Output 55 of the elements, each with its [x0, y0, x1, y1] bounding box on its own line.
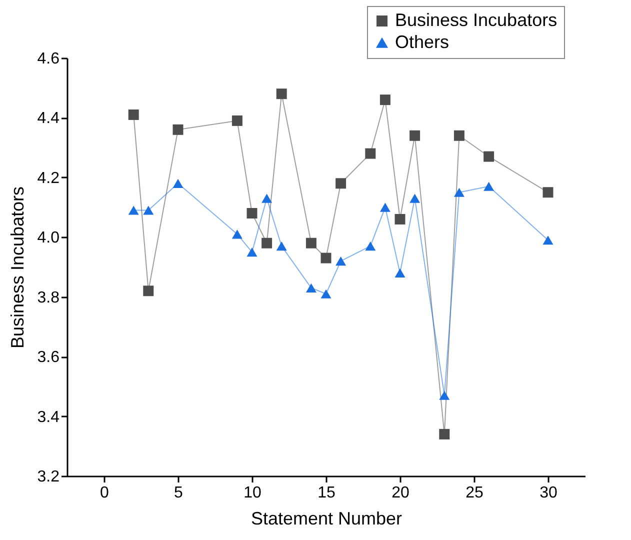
point — [246, 208, 258, 218]
point — [246, 248, 258, 257]
point — [276, 88, 287, 100]
point — [172, 124, 184, 135]
point — [542, 187, 554, 198]
y-tick-label: 3.4 — [37, 408, 60, 426]
legend-label: Business Incubators — [395, 10, 558, 30]
x-tick-label: 5 — [174, 484, 184, 502]
y-tick-label: 3.8 — [37, 289, 60, 306]
point — [542, 236, 554, 245]
y-tick-label: 4.4 — [37, 110, 60, 128]
y-tick-label: 3.6 — [37, 349, 60, 366]
point — [262, 194, 272, 203]
x-tick-label: 0 — [100, 484, 110, 502]
y-tick-label: 4.0 — [37, 230, 60, 247]
point — [306, 238, 316, 248]
y-axis-title: Business Incubators — [7, 186, 28, 349]
point — [262, 238, 272, 248]
y-tick-label: 4.2 — [37, 170, 60, 187]
point — [454, 188, 464, 197]
point — [394, 214, 406, 224]
point — [410, 194, 420, 203]
point — [394, 268, 406, 278]
point — [365, 148, 376, 159]
x-tick-label: 10 — [244, 484, 262, 502]
point — [365, 242, 376, 251]
point — [454, 130, 464, 141]
point — [484, 182, 494, 191]
point — [439, 428, 450, 440]
point — [232, 230, 242, 239]
point — [143, 286, 154, 296]
point — [336, 178, 346, 189]
x-tick-label: 15 — [318, 484, 336, 502]
point — [143, 206, 154, 215]
point — [484, 151, 494, 162]
y-tick-label: 4.6 — [37, 50, 60, 68]
point — [380, 202, 390, 212]
point — [336, 256, 346, 266]
point — [128, 109, 139, 120]
point — [128, 206, 139, 215]
point — [320, 252, 332, 264]
y-tick-label: 3.2 — [37, 468, 60, 486]
point — [232, 115, 242, 126]
point — [439, 390, 450, 400]
point — [320, 289, 332, 298]
x-tick-label: 25 — [466, 484, 484, 502]
x-axis-title: Statement Number — [250, 508, 402, 528]
point — [306, 283, 316, 292]
point — [410, 130, 420, 141]
point — [380, 94, 390, 106]
x-tick-label: 30 — [540, 484, 558, 502]
legend-label: Others — [395, 32, 450, 52]
point — [276, 242, 287, 251]
point — [172, 178, 184, 188]
x-tick-label: 20 — [392, 484, 410, 502]
